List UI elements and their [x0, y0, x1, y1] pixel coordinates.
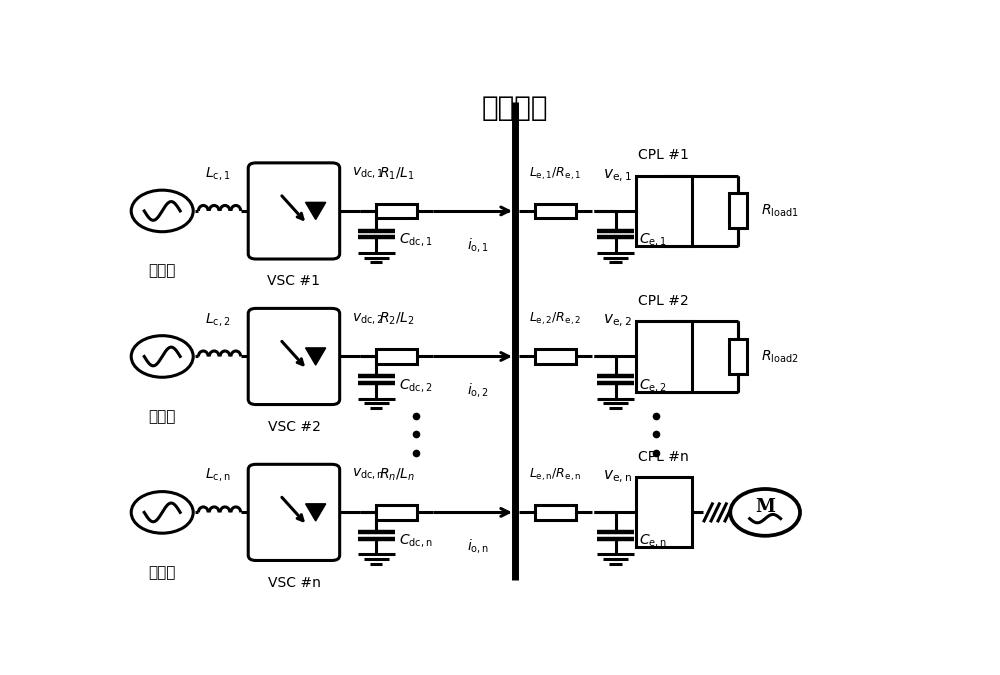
- Polygon shape: [306, 348, 326, 365]
- Bar: [535, 505, 576, 520]
- FancyBboxPatch shape: [248, 163, 340, 259]
- Text: $i_{\mathrm{o,n}}$: $i_{\mathrm{o,n}}$: [467, 537, 489, 555]
- Text: $C_{\mathrm{e,n}}$: $C_{\mathrm{e,n}}$: [639, 533, 667, 549]
- Text: 交流源: 交流源: [149, 409, 176, 424]
- Text: $v_{\mathrm{e,2}}$: $v_{\mathrm{e,2}}$: [603, 313, 632, 329]
- Bar: [376, 349, 417, 364]
- Circle shape: [730, 489, 800, 536]
- Polygon shape: [306, 202, 326, 219]
- Text: $i_{\mathrm{o,2}}$: $i_{\mathrm{o,2}}$: [467, 381, 489, 399]
- Bar: [535, 349, 576, 364]
- Text: $i_{\mathrm{o,1}}$: $i_{\mathrm{o,1}}$: [467, 236, 489, 254]
- Text: 交流源: 交流源: [149, 565, 176, 580]
- Text: $R_1/L_1$: $R_1/L_1$: [379, 165, 415, 182]
- Circle shape: [131, 335, 193, 377]
- Text: $C_{\mathrm{dc,2}}$: $C_{\mathrm{dc,2}}$: [399, 377, 433, 394]
- Text: VSC #2: VSC #2: [268, 420, 320, 433]
- Bar: [636, 176, 692, 246]
- Text: M: M: [755, 498, 775, 516]
- Text: 直流母线: 直流母线: [482, 94, 548, 122]
- Text: $R_2/L_2$: $R_2/L_2$: [379, 311, 415, 327]
- Text: $C_{\mathrm{dc,1}}$: $C_{\mathrm{dc,1}}$: [399, 231, 433, 248]
- Text: $C_{\mathrm{e,2}}$: $C_{\mathrm{e,2}}$: [639, 377, 667, 394]
- Text: $C_{\mathrm{dc,n}}$: $C_{\mathrm{dc,n}}$: [399, 533, 433, 549]
- Circle shape: [131, 190, 193, 232]
- Circle shape: [131, 491, 193, 533]
- Text: 交流源: 交流源: [149, 263, 176, 278]
- Text: $L_{\mathrm{c,n}}$: $L_{\mathrm{c,n}}$: [205, 466, 231, 483]
- Text: $L_{\mathrm{c,1}}$: $L_{\mathrm{c,1}}$: [205, 165, 231, 182]
- Bar: [636, 477, 692, 547]
- FancyBboxPatch shape: [248, 464, 340, 560]
- Text: $R_n/L_n$: $R_n/L_n$: [379, 467, 415, 483]
- Text: $v_{\mathrm{e,n}}$: $v_{\mathrm{e,n}}$: [603, 469, 632, 485]
- Text: $R_{\mathrm{load}2}$: $R_{\mathrm{load}2}$: [761, 348, 799, 364]
- Text: $L_{\mathrm{e,n}}/R_{\mathrm{e,n}}$: $L_{\mathrm{e,n}}/R_{\mathrm{e,n}}$: [529, 467, 582, 483]
- Polygon shape: [306, 504, 326, 521]
- Bar: [376, 204, 417, 218]
- Text: CPL #n: CPL #n: [638, 450, 689, 464]
- FancyBboxPatch shape: [248, 308, 340, 404]
- Text: VSC #n: VSC #n: [268, 576, 320, 589]
- Text: $L_{\mathrm{e,1}}/R_{\mathrm{e,1}}$: $L_{\mathrm{e,1}}/R_{\mathrm{e,1}}$: [529, 165, 582, 182]
- Text: $v_{\mathrm{dc,2}}$: $v_{\mathrm{dc,2}}$: [352, 312, 384, 327]
- Text: $L_{\mathrm{c,2}}$: $L_{\mathrm{c,2}}$: [205, 310, 231, 327]
- Text: CPL #1: CPL #1: [638, 148, 689, 162]
- Text: $v_{\mathrm{dc,n}}$: $v_{\mathrm{dc,n}}$: [352, 468, 384, 483]
- Bar: [636, 321, 692, 392]
- Text: $L_{\mathrm{e,2}}/R_{\mathrm{e,2}}$: $L_{\mathrm{e,2}}/R_{\mathrm{e,2}}$: [529, 311, 582, 327]
- Bar: [535, 204, 576, 218]
- Text: $C_{\mathrm{e,1}}$: $C_{\mathrm{e,1}}$: [639, 231, 667, 248]
- Bar: [376, 505, 417, 520]
- Bar: [729, 194, 747, 228]
- Text: CPL #2: CPL #2: [638, 294, 689, 308]
- Bar: [729, 339, 747, 374]
- Text: $v_{\mathrm{e,1}}$: $v_{\mathrm{e,1}}$: [603, 167, 632, 184]
- Text: $v_{\mathrm{dc,1}}$: $v_{\mathrm{dc,1}}$: [352, 166, 384, 181]
- Text: $R_{\mathrm{load}1}$: $R_{\mathrm{load}1}$: [761, 202, 799, 219]
- Text: VSC #1: VSC #1: [267, 274, 320, 288]
